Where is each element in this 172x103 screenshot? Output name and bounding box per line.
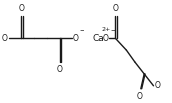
- Text: O: O: [137, 92, 143, 101]
- Text: 2+: 2+: [102, 27, 111, 32]
- Text: O: O: [2, 34, 8, 43]
- Text: O: O: [103, 34, 109, 43]
- Text: O: O: [113, 4, 119, 13]
- Text: O: O: [73, 34, 79, 43]
- Text: O: O: [19, 4, 25, 13]
- Text: −: −: [110, 27, 115, 32]
- Text: O: O: [154, 81, 160, 90]
- Text: −: −: [79, 27, 84, 32]
- Text: O: O: [57, 65, 63, 74]
- Text: Ca: Ca: [93, 34, 104, 43]
